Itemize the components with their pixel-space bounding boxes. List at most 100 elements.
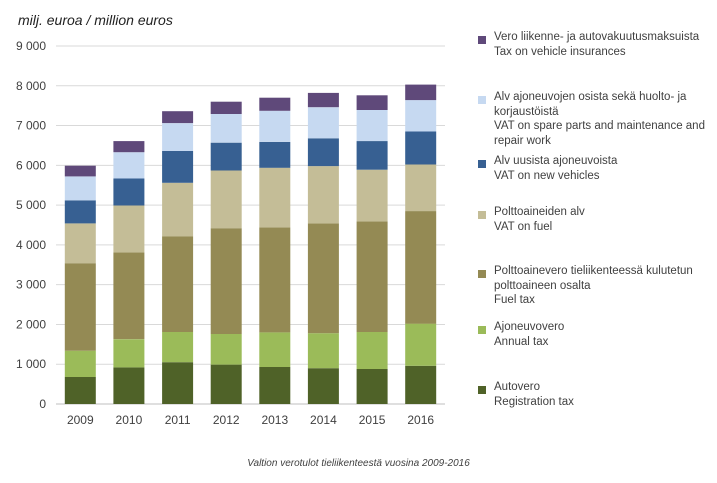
bar-segment-2009-2: [64, 350, 96, 377]
bar-segment-2013-2: [259, 332, 291, 367]
bar-segment-2010-3: [113, 252, 145, 340]
bar-segment-2012-6: [210, 114, 242, 143]
bar-segment-2009-4: [64, 223, 96, 264]
legend-label-fi: Polttoaineiden alv: [494, 206, 585, 218]
x-tick-label: 2009: [67, 413, 94, 427]
bar-segment-2014-3: [307, 223, 339, 334]
legend-swatch: [478, 386, 486, 394]
bar-segment-2016-6: [405, 100, 437, 132]
legend-label-en: VAT on new vehicles: [494, 169, 600, 182]
legend-label: Autovero Registration tax: [494, 380, 716, 409]
bar-segment-2011-3: [162, 236, 194, 332]
bar-segment-2010-4: [113, 205, 145, 253]
legend-label-en: VAT on fuel: [494, 220, 553, 233]
legend-label-fi: Alv ajoneuvojen osista sekä huolto- ja k…: [494, 91, 687, 118]
bar-segment-2013-3: [259, 227, 291, 333]
bar-segment-2014-5: [307, 138, 339, 167]
bar-segment-2009-5: [64, 200, 96, 224]
bar-segment-2012-2: [210, 334, 242, 365]
bar-segment-2014-2: [307, 333, 339, 369]
x-tick-label: 2010: [116, 413, 143, 427]
bar-segment-2016-5: [405, 131, 437, 165]
legend-swatch: [478, 160, 486, 168]
bar-segment-2016-2: [405, 323, 437, 366]
legend-label-en: Annual tax: [494, 335, 549, 348]
legend-label-en: Tax on vehicle insurances: [494, 45, 626, 58]
bar-segment-2010-5: [113, 178, 145, 206]
bar-segment-2012-5: [210, 142, 242, 171]
bar-segment-2011-6: [162, 123, 194, 151]
bar-segment-2015-7: [356, 95, 388, 110]
y-tick-label: 2 000: [16, 317, 46, 331]
legend-label: Ajoneuvovero Annual tax: [494, 320, 716, 349]
x-tick-label: 2011: [165, 413, 191, 427]
y-tick-label: 4 000: [16, 238, 46, 252]
legend-label-fi: Autovero: [494, 381, 541, 393]
unit-label: milj. euroa / million euros: [18, 12, 173, 28]
y-axis-ticks: 0 1 000 2 000 3 000 4 000 5 000 6 000 7 000 8 00…: [16, 39, 46, 411]
legend-label-fi: Alv uusista ajoneuvoista: [494, 155, 618, 167]
bar-segment-2015-1: [356, 369, 388, 404]
bar-segment-2009-1: [64, 377, 96, 404]
bar-segment-2015-3: [356, 221, 388, 332]
bar-segment-2012-4: [210, 170, 242, 229]
x-tick-label: 2012: [213, 413, 240, 427]
x-axis-ticks: 2009 2010 2011 2012 2013 2014 2015 2016: [67, 413, 434, 427]
legend-swatch: [478, 96, 486, 104]
bar-segment-2009-7: [64, 165, 96, 177]
chart-caption: Valtion verotulot tieliikenteestä vuosin…: [247, 458, 470, 469]
y-tick-label: 1 000: [16, 357, 46, 371]
bar-segment-2015-4: [356, 169, 388, 222]
bar-segment-2009-3: [64, 263, 96, 351]
bar-segment-2015-6: [356, 110, 388, 141]
legend-label: Alv uusista ajoneuvoista VAT on new vehic…: [494, 154, 716, 183]
bar-segment-2013-6: [259, 110, 291, 142]
legend-label: Alv ajoneuvojen osista sekä huolto- ja k…: [494, 90, 716, 148]
bar-segment-2015-2: [356, 332, 388, 369]
bar-segment-2012-7: [210, 101, 242, 114]
x-tick-label: 2016: [407, 413, 434, 427]
legend-label: Polttoainevero tieliikenteessä kulutetun…: [494, 264, 716, 308]
legend-label-en: Fuel tax: [494, 294, 535, 306]
y-tick-label: 3 000: [16, 278, 46, 292]
bar-segment-2010-7: [113, 141, 145, 153]
y-tick-label: 7 000: [16, 119, 46, 133]
bars: [64, 84, 437, 404]
legend-label: Vero liikenne- ja autovakuutusmaksuista T…: [494, 30, 716, 59]
legend-swatch: [478, 211, 486, 219]
bar-segment-2013-7: [259, 97, 291, 111]
x-tick-label: 2014: [310, 413, 337, 427]
bar-segment-2012-1: [210, 364, 242, 404]
bar-segment-2015-5: [356, 141, 388, 170]
legend-swatch: [478, 270, 486, 278]
bar-segment-2013-4: [259, 167, 291, 228]
y-tick-label: 9 000: [16, 39, 46, 53]
bar-segment-2016-1: [405, 365, 437, 404]
bar-segment-2014-7: [307, 92, 339, 108]
bar-segment-2009-6: [64, 176, 96, 201]
x-tick-label: 2013: [261, 413, 288, 427]
legend-swatch: [478, 36, 486, 44]
bar-segment-2011-7: [162, 111, 194, 124]
bar-segment-2016-7: [405, 84, 437, 101]
bar-segment-2014-1: [307, 368, 339, 404]
bar-segment-2011-5: [162, 151, 194, 183]
bar-segment-2010-1: [113, 367, 145, 404]
bar-segment-2011-4: [162, 182, 194, 237]
bar-segment-2010-2: [113, 339, 145, 368]
bar-segment-2013-5: [259, 141, 291, 168]
bar-segment-2012-3: [210, 228, 242, 334]
legend-label-fi: Polttoainevero tieliikenteessä kulutetun…: [494, 265, 693, 292]
bar-segment-2014-4: [307, 166, 339, 224]
x-tick-label: 2015: [359, 413, 386, 427]
y-tick-label: 8 000: [16, 79, 46, 93]
y-tick-label: 5 000: [16, 198, 46, 212]
bar-segment-2011-2: [162, 332, 194, 363]
bar-segment-2016-4: [405, 164, 437, 211]
bar-segment-2011-1: [162, 362, 194, 404]
legend-swatch: [478, 326, 486, 334]
legend-label-en: VAT on spare parts and maintenance and r…: [494, 120, 705, 147]
legend-label-en: Registration tax: [494, 395, 574, 408]
y-tick-label: 0: [39, 397, 46, 411]
